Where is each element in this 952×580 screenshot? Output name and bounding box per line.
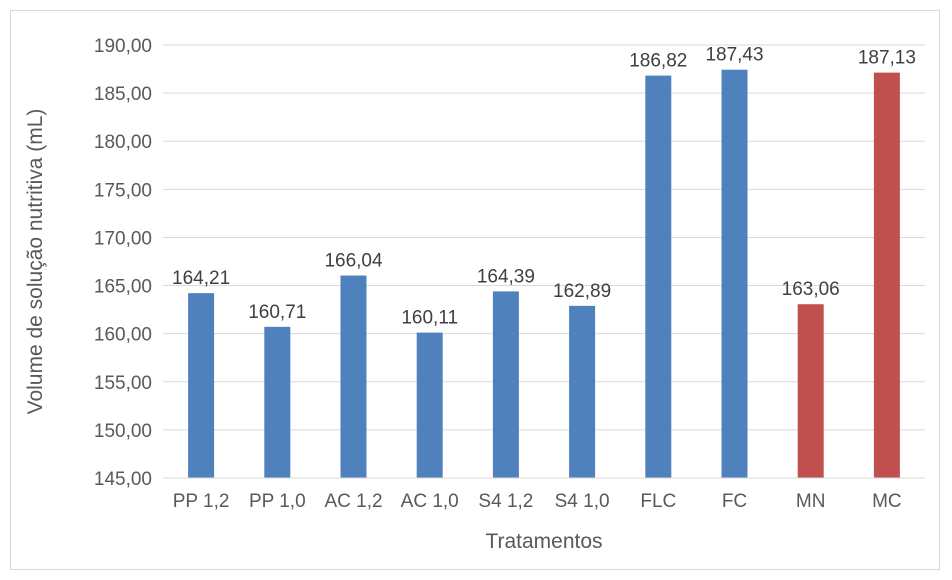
y-tick-label: 165,00 — [94, 277, 152, 298]
y-tick-label: 180,00 — [94, 132, 152, 153]
data-label: 166,04 — [324, 251, 383, 272]
x-tick-label: MC — [872, 491, 902, 512]
x-tick-label: MN — [796, 491, 826, 512]
x-axis-ticks: PP 1,2 PP 1,0 AC 1,2 AC 1,0 S4 1,2 S4 1,0 FLC F… — [173, 491, 902, 512]
bar — [492, 291, 519, 478]
data-labels: 164,21 160,71 166,04 160,11 164,39 162,89 186,… — [172, 45, 916, 329]
y-tick-label: 145,00 — [94, 469, 152, 490]
data-label: 186,82 — [629, 51, 687, 72]
data-label: 187,13 — [858, 48, 916, 69]
x-tick-label: AC 1,0 — [401, 491, 459, 512]
y-tick-label: 155,00 — [94, 373, 152, 394]
x-tick-label: PP 1,0 — [249, 491, 306, 512]
data-label: 187,43 — [705, 45, 763, 66]
data-label: 160,71 — [248, 302, 306, 323]
x-tick-label: FC — [722, 491, 747, 512]
bar — [721, 69, 748, 478]
data-label: 164,21 — [172, 268, 230, 289]
x-tick-label: S4 1,0 — [555, 491, 610, 512]
bar — [340, 275, 367, 478]
bar — [569, 305, 596, 478]
chart-frame — [10, 10, 940, 570]
y-tick-label: 175,00 — [94, 180, 152, 201]
x-tick-label: PP 1,2 — [173, 491, 230, 512]
x-tick-label: FLC — [640, 491, 676, 512]
bar — [264, 326, 291, 478]
bar — [873, 72, 900, 478]
y-tick-label: 185,00 — [94, 84, 152, 105]
data-label: 164,39 — [477, 266, 535, 287]
bar — [797, 304, 824, 478]
x-tick-label: S4 1,2 — [478, 491, 533, 512]
y-tick-label: 170,00 — [94, 228, 152, 249]
data-label: 163,06 — [782, 279, 840, 300]
bar — [416, 332, 443, 478]
x-axis-title: Tratamentos — [485, 530, 602, 553]
y-axis-ticks: 145,00 150,00 155,00 160,00 165,00 170,00 175,… — [94, 36, 152, 490]
bar — [645, 75, 672, 478]
bars — [188, 69, 900, 478]
data-label: 162,89 — [553, 281, 611, 302]
data-label: 160,11 — [401, 308, 458, 329]
x-tick-label: AC 1,2 — [324, 491, 382, 512]
y-tick-label: 190,00 — [94, 36, 152, 57]
bar — [188, 293, 215, 478]
y-tick-label: 160,00 — [94, 325, 152, 346]
y-tick-label: 150,00 — [94, 421, 152, 442]
y-axis-title: Volume de solução nutritiva (mL) — [24, 109, 47, 415]
